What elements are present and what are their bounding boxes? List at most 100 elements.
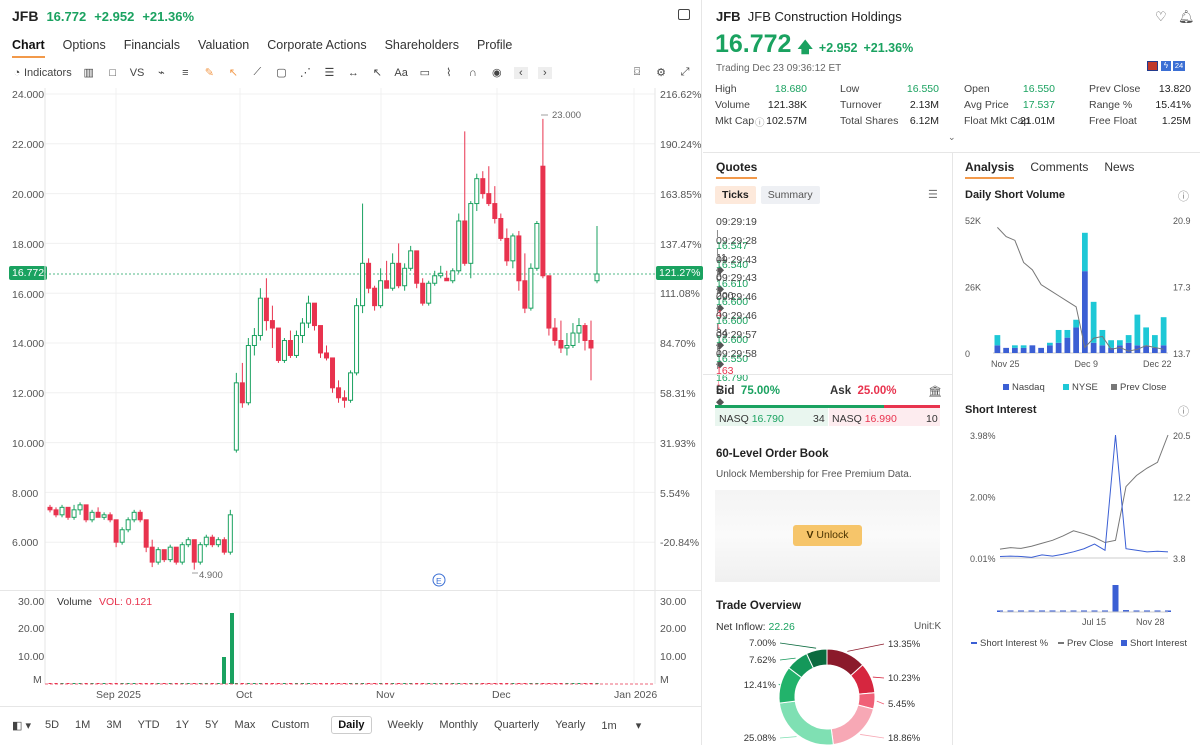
tab-corporate-actions[interactable]: Corporate Actions bbox=[267, 38, 367, 52]
fullscreen-icon[interactable]: ⤢ bbox=[680, 66, 690, 78]
cursor-icon[interactable]: ↖ bbox=[228, 67, 238, 79]
tab-shareholders[interactable]: Shareholders bbox=[384, 38, 459, 52]
bell-icon[interactable]: 🔔︎ bbox=[1178, 9, 1195, 24]
interval-daily[interactable]: Daily bbox=[331, 716, 372, 734]
nyse-bar bbox=[1012, 345, 1018, 348]
date-tick: Jan 2026 bbox=[614, 689, 658, 701]
square-icon[interactable]: □ bbox=[109, 66, 117, 79]
list-icon[interactable]: ≡ bbox=[182, 66, 189, 79]
eye-icon[interactable]: ◉ bbox=[492, 67, 502, 79]
nasdaq-bar bbox=[1117, 345, 1123, 353]
heart-icon[interactable]: ♡ bbox=[1155, 9, 1167, 24]
stock-symbol: JFB bbox=[716, 9, 741, 24]
info-icon[interactable]: ⓘ bbox=[755, 118, 765, 129]
info-icon[interactable]: ⓘ bbox=[1178, 406, 1189, 418]
tab-options[interactable]: Options bbox=[62, 38, 106, 52]
tab-chart[interactable]: Chart bbox=[12, 38, 45, 58]
diamond-icon: ◆ bbox=[716, 395, 725, 408]
candle bbox=[245, 344, 251, 404]
tick-time: 09:29:46 bbox=[716, 291, 757, 304]
interval-weekly[interactable]: Weekly bbox=[387, 719, 424, 731]
chart-panel: JFB 16.772 +2.952 +21.36% Chart Options Fi… bbox=[0, 0, 704, 745]
sv-tick-right: 17.3 bbox=[1173, 283, 1191, 293]
indicators-button[interactable]: ◔ Indicators bbox=[10, 67, 72, 79]
period-5d[interactable]: 5D bbox=[44, 719, 60, 731]
unlock-button[interactable]: V Unlock bbox=[793, 525, 862, 546]
donut-label: 10.23% bbox=[888, 673, 921, 684]
candle bbox=[528, 267, 534, 309]
period-5y[interactable]: 5Y bbox=[205, 719, 219, 731]
interval-yearly[interactable]: Yearly bbox=[555, 719, 586, 731]
period-1y[interactable]: 1Y bbox=[175, 719, 190, 731]
prev-close-line bbox=[997, 227, 1164, 352]
tab-profile[interactable]: Profile bbox=[476, 38, 513, 52]
si-date: Nov 28 bbox=[1136, 617, 1165, 627]
tick-price: 16.547 bbox=[716, 240, 749, 252]
pct-tick: 58.31% bbox=[660, 388, 696, 400]
settings-icon[interactable]: ⚙ bbox=[656, 67, 666, 79]
bank-icon[interactable]: 🏛︎ bbox=[928, 386, 942, 398]
measure-icon[interactable]: ↔ bbox=[347, 66, 359, 79]
next-icon[interactable]: › bbox=[537, 66, 552, 79]
tick-marker-icon: I bbox=[716, 340, 719, 353]
tick-row: 09:29:46 I 16.600 34 ◆ bbox=[716, 291, 941, 351]
vs-button[interactable]: VS bbox=[129, 66, 145, 79]
big-price: 16.772 bbox=[715, 30, 792, 58]
short-interest-bar bbox=[1123, 610, 1129, 612]
earnings-marker[interactable] bbox=[432, 573, 446, 587]
tick-time: 09:29:58 bbox=[716, 347, 757, 360]
comment-icon[interactable]: ▭ bbox=[419, 67, 431, 79]
pattern-icon[interactable]: ⋰ bbox=[299, 67, 311, 79]
stat-value: 21.01M bbox=[1019, 115, 1055, 127]
brush-icon[interactable]: ⌇ bbox=[446, 67, 452, 79]
legend-swatch bbox=[1063, 384, 1069, 390]
compare-chart-icon[interactable]: ⌁ bbox=[158, 67, 165, 79]
short-interest-bar bbox=[1028, 610, 1035, 612]
candle bbox=[275, 327, 281, 361]
price-tick: 10.000 bbox=[12, 438, 45, 450]
candlestick-chart[interactable]: 23.000 4.900 E bbox=[0, 0, 702, 745]
expand-icon[interactable]: ⌄ bbox=[948, 132, 956, 142]
tab-valuation[interactable]: Valuation bbox=[198, 38, 250, 52]
nyse-bar bbox=[1020, 345, 1027, 348]
period-1m[interactable]: 1M bbox=[75, 719, 91, 731]
tab-news[interactable]: News bbox=[1104, 160, 1135, 174]
donut-slice bbox=[805, 648, 828, 669]
tick-time: 09:29:43 bbox=[716, 272, 757, 285]
period-3m[interactable]: 3M bbox=[106, 719, 122, 731]
collapse-icon[interactable] bbox=[678, 9, 690, 20]
tab-ticks[interactable]: Ticks bbox=[715, 186, 756, 204]
text-tool[interactable]: Aa bbox=[394, 66, 408, 79]
tab-financials[interactable]: Financials bbox=[123, 38, 181, 52]
period-ytd[interactable]: YTD bbox=[137, 719, 160, 731]
tab-summary[interactable]: Summary bbox=[760, 186, 820, 204]
tab-comments[interactable]: Comments bbox=[1030, 160, 1089, 174]
fib-icon[interactable]: ☰ bbox=[324, 67, 335, 79]
prev-icon[interactable]: ‹ bbox=[513, 66, 528, 79]
trendline-icon[interactable]: ⟋ bbox=[253, 66, 262, 78]
interval-monthly[interactable]: Monthly bbox=[439, 719, 478, 731]
tick-volume: 5 bbox=[716, 383, 722, 396]
nasdaq-bar bbox=[1029, 345, 1036, 353]
short-interest-bar bbox=[1081, 610, 1087, 612]
interval-quarterly[interactable]: Quarterly bbox=[493, 719, 540, 731]
menu-icon[interactable]: ☰ bbox=[928, 189, 938, 201]
magnet-icon[interactable]: ∩ bbox=[468, 66, 477, 79]
price-tick: 14.000 bbox=[12, 338, 45, 350]
layout-icon[interactable]: ◧ ▾ bbox=[12, 719, 31, 732]
arrow-icon[interactable]: ↖ bbox=[372, 67, 382, 79]
info-icon[interactable]: ⓘ bbox=[1178, 191, 1189, 203]
short-interest-bar bbox=[1049, 610, 1056, 612]
interval-1m[interactable]: 1m ▾ bbox=[601, 719, 642, 732]
vol-tick: M bbox=[33, 674, 42, 686]
camera-icon[interactable]: ⌼ bbox=[633, 66, 641, 78]
pencil-icon[interactable]: ✎ bbox=[204, 67, 214, 79]
period-custom[interactable]: Custom bbox=[271, 719, 310, 731]
candle bbox=[348, 372, 354, 401]
period-max[interactable]: Max bbox=[234, 719, 256, 731]
candle-type-icon[interactable]: ▥ bbox=[83, 67, 94, 79]
tab-analysis[interactable]: Analysis bbox=[965, 160, 1015, 179]
shape-icon[interactable]: ▢ bbox=[276, 67, 287, 79]
tick-time: 09:29:19 bbox=[716, 216, 757, 228]
candle bbox=[492, 203, 498, 219]
